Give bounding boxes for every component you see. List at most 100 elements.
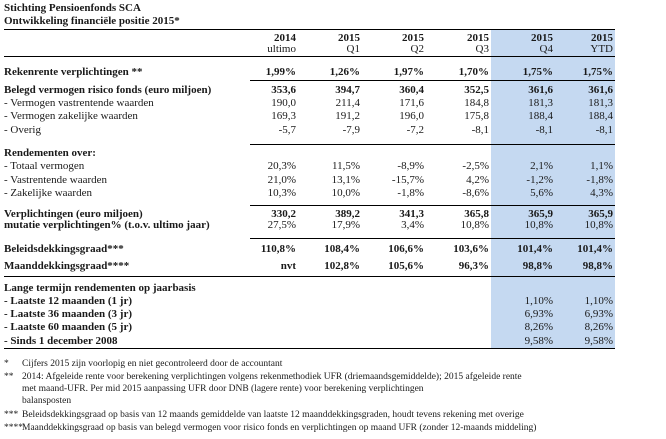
- footnote-2-line2: met maand-UFR. Per mid 2015 aanpassing U…: [22, 383, 424, 395]
- cell: 3,4%: [401, 219, 424, 231]
- table-row-rekenrente: Rekenrente verplichtingen ** 1,99% 1,26%…: [0, 66, 666, 78]
- row-label: Maanddekkingsgraad****: [4, 260, 130, 272]
- header-year: 2014: [274, 32, 296, 44]
- cell: 353,6: [271, 84, 296, 96]
- row-label: - Sinds 1 december 2008: [4, 335, 118, 347]
- cell: 171,6: [399, 97, 424, 109]
- cell: 188,4: [588, 110, 613, 122]
- header-year: 2015: [467, 32, 489, 44]
- cell: 1,99%: [265, 66, 296, 78]
- cell: 96,3%: [458, 260, 489, 272]
- cell: 1,10%: [584, 295, 613, 307]
- cell: 360,4: [399, 84, 424, 96]
- cell: 10,8%: [584, 219, 613, 231]
- cell: 1,75%: [582, 66, 613, 78]
- row-label: - Totaal vermogen: [4, 160, 85, 172]
- cell: -15,7%: [391, 174, 424, 186]
- footnote-text: 2014: Afgeleide rente voor berekening ve…: [22, 372, 522, 382]
- row-label: - Vermogen zakelijke waarden: [4, 110, 138, 122]
- table-row-maanddekkingsgraad: Maanddekkingsgraad**** nvt 102,8% 105,6%…: [0, 260, 666, 272]
- header-period: YTD: [590, 43, 613, 55]
- cell: 196,0: [399, 110, 424, 122]
- footnote-marker: ****: [4, 423, 23, 433]
- cell: 361,6: [588, 84, 613, 96]
- rule-before-belegd: [250, 80, 615, 81]
- cell: 365,9: [588, 208, 613, 220]
- header-years-row: 2014 2015 2015 2015 2015 2015: [0, 32, 666, 44]
- cell: nvt: [280, 260, 296, 272]
- header-year: 2015: [531, 32, 553, 44]
- cell: 5,6%: [530, 187, 553, 199]
- cell: 4,2%: [466, 174, 489, 186]
- cell: 181,3: [588, 97, 613, 109]
- cell: -8,1: [595, 124, 613, 136]
- cell: 330,2: [271, 208, 296, 220]
- header-year: 2015: [338, 32, 360, 44]
- table-row-verplichtingen: Verplichtingen (euro miljoen) 330,2 389,…: [0, 208, 666, 220]
- cell: 4,3%: [590, 187, 613, 199]
- row-label: Verplichtingen (euro miljoen): [4, 208, 143, 220]
- table-row-belegd-vermogen: Belegd vermogen risico fonds (euro miljo…: [0, 84, 666, 96]
- cell: 9,58%: [584, 335, 613, 347]
- cell: 184,8: [464, 97, 489, 109]
- table-row-vermogen-vastrentend: - Vermogen vastrentende waarden 190,0 21…: [0, 97, 666, 109]
- cell: 1,26%: [329, 66, 360, 78]
- cell: -7,9: [342, 124, 360, 136]
- rule-bottom: [4, 348, 615, 349]
- cell: 188,4: [528, 110, 553, 122]
- header-period: Q4: [539, 43, 553, 55]
- table-row-sinds-2008: - Sinds 1 december 2008 9,58% 9,58%: [0, 335, 666, 347]
- row-label: Lange termijn rendementen op jaarbasis: [4, 282, 196, 294]
- cell: 1,75%: [522, 66, 553, 78]
- table-row-laatste-12: - Laatste 12 maanden (1 jr) 1,10% 1,10%: [0, 295, 666, 307]
- section-heading-lange-termijn: Lange termijn rendementen op jaarbasis: [0, 282, 666, 294]
- header-period: Q2: [410, 43, 424, 55]
- footnote-text: Maanddekkingsgraad op basis van belegd v…: [22, 423, 537, 433]
- cell: 27,5%: [267, 219, 296, 231]
- cell: 361,6: [528, 84, 553, 96]
- cell: 98,8%: [522, 260, 553, 272]
- rule-top: [4, 29, 615, 30]
- row-label: Rendementen over:: [4, 147, 96, 159]
- cell: 10,8%: [524, 219, 553, 231]
- row-label: - Laatste 12 maanden (1 jr): [4, 295, 133, 307]
- cell: 21,0%: [267, 174, 296, 186]
- row-label: mutatie verplichtingen% (t.o.v. ultimo j…: [4, 219, 210, 231]
- table-row-beleidsdekkingsgraad: Beleidsdekkingsgraad*** 110,8% 108,4% 10…: [0, 243, 666, 255]
- cell: 8,26%: [524, 321, 553, 333]
- header-year: 2015: [402, 32, 424, 44]
- table-row-laatste-36: - Laatste 36 maanden (3 jr) 6,93% 6,93%: [0, 308, 666, 320]
- cell: 341,3: [399, 208, 424, 220]
- header-period: Q3: [475, 43, 489, 55]
- footnote-2-line3: balansposten: [22, 395, 71, 407]
- cell: -8,1: [471, 124, 489, 136]
- cell: -1,2%: [526, 174, 553, 186]
- cell: 169,3: [271, 110, 296, 122]
- cell: 105,6%: [388, 260, 424, 272]
- cell: 175,8: [464, 110, 489, 122]
- cell: 10,3%: [267, 187, 296, 199]
- cell: 190,0: [271, 97, 296, 109]
- q4-ytd-highlight: [491, 29, 615, 348]
- cell: 211,4: [335, 97, 360, 109]
- cell: 365,9: [528, 208, 553, 220]
- cell: 8,26%: [584, 321, 613, 333]
- cell: 17,9%: [331, 219, 360, 231]
- cell: -8,9%: [397, 160, 424, 172]
- cell: -1,8%: [397, 187, 424, 199]
- header-year: 2015: [591, 32, 613, 44]
- cell: 13,1%: [331, 174, 360, 186]
- cell: 2,1%: [530, 160, 553, 172]
- cell: 1,1%: [590, 160, 613, 172]
- cell: 191,2: [335, 110, 360, 122]
- rule-before-beleids: [250, 238, 615, 239]
- cell: 6,93%: [584, 308, 613, 320]
- rule-before-lange: [4, 276, 615, 277]
- cell: 101,4%: [517, 243, 553, 255]
- footnote-text: Beleidsdekkingsgraad op basis van 12 maa…: [22, 410, 524, 420]
- row-label: - Zakelijke waarden: [4, 187, 92, 199]
- cell: 1,70%: [458, 66, 489, 78]
- cell: 394,7: [335, 84, 360, 96]
- section-heading-rendementen: Rendementen over:: [0, 147, 666, 159]
- cell: 352,5: [464, 84, 489, 96]
